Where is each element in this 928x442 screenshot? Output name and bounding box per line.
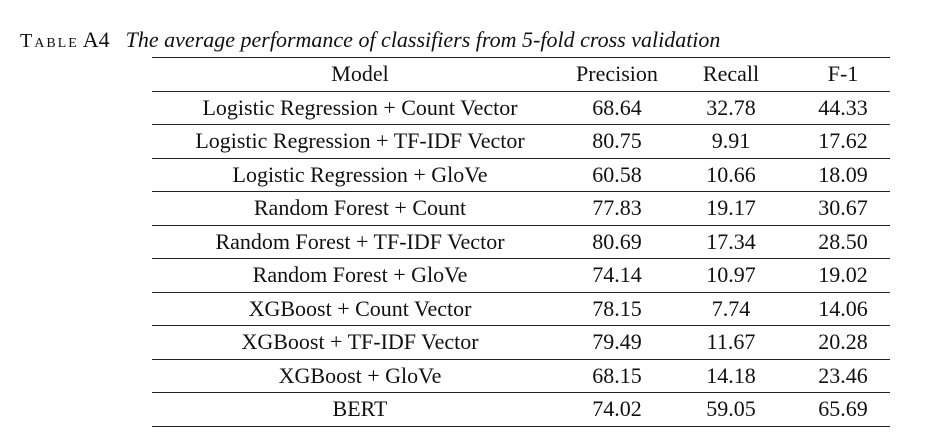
table-row: Random Forest + Count 77.83 19.17 30.67 bbox=[152, 192, 890, 225]
cell-precision: 68.15 bbox=[592, 362, 642, 388]
caption-title: The average performance of classifiers f… bbox=[125, 27, 721, 52]
cell-precision: 74.02 bbox=[592, 396, 642, 422]
header-model: Model bbox=[331, 61, 389, 87]
table-row: Logistic Regression + Count Vector 68.64… bbox=[152, 91, 890, 125]
header-f1: F-1 bbox=[827, 61, 859, 87]
table-row: Random Forest + GloVe 74.14 10.97 19.02 bbox=[152, 259, 890, 292]
table-row: Logistic Regression + GloVe 60.58 10.66 … bbox=[152, 158, 890, 192]
cell-f1: 65.69 bbox=[818, 396, 868, 422]
cell-precision: 80.75 bbox=[592, 128, 642, 154]
cell-precision: 79.49 bbox=[592, 329, 642, 355]
header-recall: Recall bbox=[702, 61, 760, 87]
cell-f1: 17.62 bbox=[818, 128, 868, 154]
cell-model: XGBoost + TF-IDF Vector bbox=[241, 329, 479, 355]
cell-precision: 60.58 bbox=[592, 161, 642, 187]
cell-f1: 20.28 bbox=[818, 329, 868, 355]
cell-recall: 10.66 bbox=[706, 161, 756, 187]
cell-recall: 17.34 bbox=[706, 228, 756, 254]
table-row: XGBoost + GloVe 68.15 14.18 23.46 bbox=[152, 359, 890, 393]
cell-f1: 30.67 bbox=[818, 195, 868, 221]
caption-number: A4 bbox=[82, 27, 110, 52]
cell-recall: 11.67 bbox=[706, 329, 756, 355]
cell-f1: 44.33 bbox=[818, 94, 868, 120]
cell-precision: 68.64 bbox=[592, 94, 642, 120]
cell-recall: 32.78 bbox=[706, 94, 756, 120]
cell-recall: 19.17 bbox=[706, 195, 756, 221]
cell-recall: 14.18 bbox=[706, 362, 756, 388]
cell-f1: 14.06 bbox=[818, 295, 868, 321]
cell-model: XGBoost + Count Vector bbox=[248, 295, 472, 321]
table-row: BERT 74.02 59.05 65.69 bbox=[152, 393, 890, 426]
table-row: Random Forest + TF-IDF Vector 80.69 17.3… bbox=[152, 225, 890, 259]
table-caption: Table A4 The average performance of classi… bbox=[20, 27, 720, 53]
cell-model: XGBoost + GloVe bbox=[278, 362, 442, 388]
caption-label: Table bbox=[20, 30, 79, 52]
cell-recall: 9.91 bbox=[711, 128, 751, 154]
header-precision: Precision bbox=[576, 61, 658, 87]
cell-recall: 10.97 bbox=[706, 262, 756, 288]
cell-recall: 7.74 bbox=[711, 295, 751, 321]
cell-f1: 19.02 bbox=[818, 262, 868, 288]
cell-precision: 74.14 bbox=[592, 262, 642, 288]
table-row: XGBoost + TF-IDF Vector 79.49 11.67 20.2… bbox=[152, 326, 890, 359]
cell-precision: 78.15 bbox=[592, 295, 642, 321]
cell-precision: 80.69 bbox=[592, 228, 642, 254]
table-row: XGBoost + Count Vector 78.15 7.74 14.06 bbox=[152, 292, 890, 326]
cell-model: BERT bbox=[332, 396, 388, 422]
cell-model: Random Forest + Count bbox=[253, 195, 467, 221]
cell-model: Random Forest + GloVe bbox=[252, 262, 468, 288]
table-row: Logistic Regression + TF-IDF Vector 80.7… bbox=[152, 125, 890, 158]
cell-model: Logistic Regression + GloVe bbox=[232, 161, 488, 187]
cell-model: Logistic Regression + Count Vector bbox=[202, 94, 518, 120]
cell-f1: 18.09 bbox=[818, 161, 868, 187]
cell-f1: 28.50 bbox=[818, 228, 868, 254]
cell-f1: 23.46 bbox=[818, 362, 868, 388]
cell-recall: 59.05 bbox=[706, 396, 756, 422]
cell-model: Logistic Regression + TF-IDF Vector bbox=[195, 128, 525, 154]
header-row: Model Precision Recall F-1 bbox=[152, 57, 890, 91]
cell-precision: 77.83 bbox=[592, 195, 642, 221]
cell-model: Random Forest + TF-IDF Vector bbox=[215, 228, 505, 254]
results-table: Model Precision Recall F-1 Logistic Regr… bbox=[152, 57, 890, 427]
